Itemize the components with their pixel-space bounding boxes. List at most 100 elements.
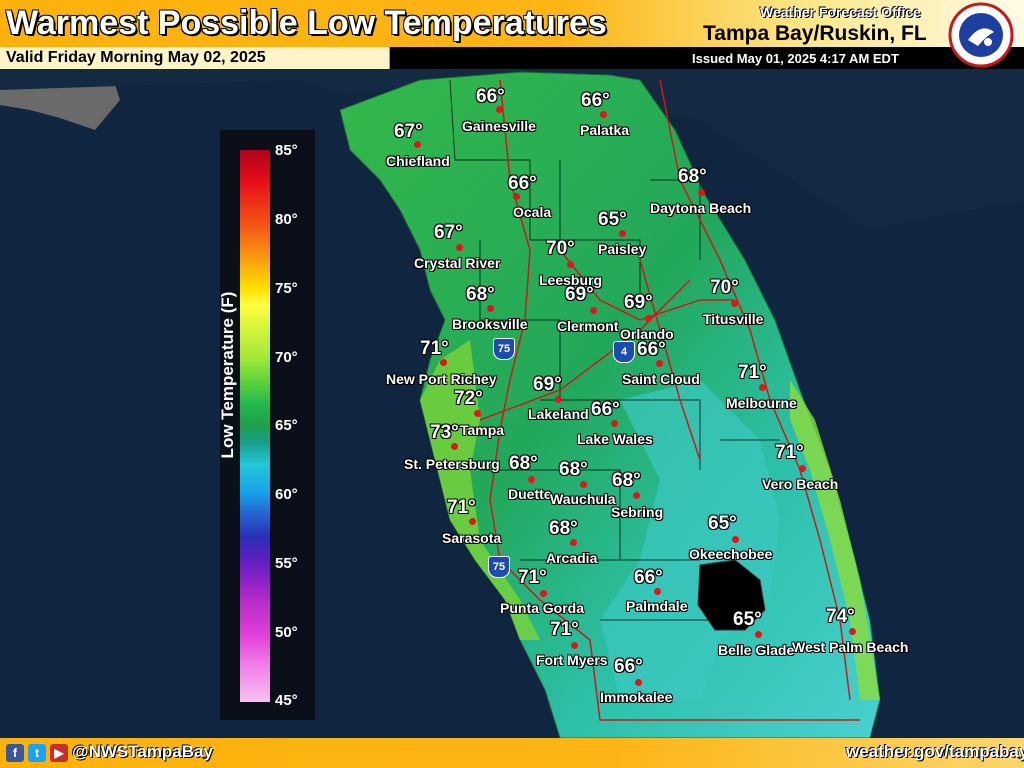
- station-temp-ocala: 66°: [508, 173, 537, 194]
- station-temp-sarasota: 71°: [447, 497, 476, 518]
- station-name-gainesville: Gainesville: [462, 118, 536, 134]
- station-name-wauchula: Wauchula: [550, 491, 616, 507]
- station-marker-duette: [528, 476, 535, 483]
- station-name-new-port-richey: New Port Richey: [386, 371, 497, 387]
- station-marker-leesburg: [567, 261, 574, 268]
- station-name-immokalee: Immokalee: [600, 689, 673, 705]
- office-name: Tampa Bay/Ruskin, FL: [703, 22, 927, 45]
- legend-tick: 60°: [275, 486, 298, 503]
- valid-time: Valid Friday Morning May 02, 2025: [6, 49, 266, 66]
- station-temp-sebring: 68°: [612, 470, 641, 491]
- station-temp-chiefland: 67°: [394, 121, 423, 142]
- station-temp-lake-wales: 66°: [591, 399, 620, 420]
- station-name-paisley: Paisley: [598, 241, 647, 257]
- station-name-belle-glade: Belle Glade: [718, 642, 795, 658]
- station-temp-clermont: 69°: [565, 284, 594, 305]
- station-name-st-petersburg: St. Petersburg: [404, 456, 500, 472]
- station-temp-paisley: 65°: [598, 209, 627, 230]
- florida-map: [0, 69, 1024, 738]
- legend-tick: 75°: [275, 280, 298, 297]
- station-temp-brooksville: 68°: [466, 284, 495, 305]
- station-marker-lakeland: [555, 396, 562, 403]
- station-marker-vero-beach: [799, 465, 806, 472]
- station-name-west-palm-beach: West Palm Beach: [792, 639, 909, 655]
- station-name-vero-beach: Vero Beach: [762, 476, 839, 492]
- legend-tick: 80°: [275, 211, 298, 228]
- legend-tick: 85°: [275, 142, 298, 159]
- station-name-crystal-river: Crystal River: [414, 255, 501, 271]
- station-marker-sebring: [633, 492, 640, 499]
- office-label: Weather Forecast Office: [760, 4, 921, 20]
- station-marker-okeechobee: [732, 536, 739, 543]
- facebook-icon[interactable]: f: [6, 744, 24, 762]
- station-temp-titusville: 70°: [710, 277, 739, 298]
- station-temp-melbourne: 71°: [738, 362, 767, 383]
- nws-logo: [948, 2, 1014, 68]
- legend-colorbar: [240, 150, 270, 702]
- station-temp-new-port-richey: 71°: [420, 338, 449, 359]
- station-marker-brooksville: [487, 305, 494, 312]
- station-temp-belle-glade: 65°: [733, 609, 762, 630]
- youtube-icon[interactable]: ▶: [50, 744, 68, 762]
- interstate-75-shield: 75: [488, 556, 510, 578]
- station-marker-st-petersburg: [451, 443, 458, 450]
- station-marker-fort-myers: [571, 642, 578, 649]
- station-name-brooksville: Brooksville: [452, 316, 528, 332]
- station-marker-belle-glade: [755, 631, 762, 638]
- website-link[interactable]: weather.gov/tampabay: [846, 742, 1024, 761]
- interstate-75-shield: 75: [493, 338, 515, 360]
- station-name-leesburg: Leesburg: [539, 272, 603, 288]
- social-handle[interactable]: @NWSTampaBay: [72, 742, 213, 761]
- legend-tick: 65°: [275, 417, 298, 434]
- issued-time: Issued May 01, 2025 4:17 AM EDT: [692, 51, 899, 66]
- station-marker-titusville: [731, 300, 738, 307]
- station-name-okeechobee: Okeechobee: [689, 546, 773, 562]
- legend-tick: 70°: [275, 349, 298, 366]
- station-temp-wauchula: 68°: [559, 459, 588, 480]
- station-name-palatka: Palatka: [580, 122, 630, 138]
- station-temp-lakeland: 69°: [533, 374, 562, 395]
- station-name-clermont: Clermont: [557, 318, 619, 334]
- legend-tick: 45°: [275, 692, 298, 709]
- station-marker-ocala: [513, 193, 520, 200]
- station-name-orlando: Orlando: [620, 326, 674, 342]
- station-temp-okeechobee: 65°: [708, 513, 737, 534]
- station-temp-daytona-beach: 68°: [678, 166, 707, 187]
- station-marker-chiefland: [414, 141, 421, 148]
- station-name-punta-gorda: Punta Gorda: [500, 600, 585, 616]
- station-marker-lake-wales: [611, 420, 618, 427]
- station-name-chiefland: Chiefland: [386, 153, 450, 169]
- legend-tick: 50°: [275, 624, 298, 641]
- station-marker-paisley: [619, 230, 626, 237]
- station-name-melbourne: Melbourne: [726, 395, 797, 411]
- station-name-titusville: Titusville: [703, 311, 764, 327]
- twitter-icon[interactable]: t: [28, 744, 46, 762]
- station-name-arcadia: Arcadia: [546, 550, 598, 566]
- station-name-fort-myers: Fort Myers: [536, 652, 608, 668]
- station-marker-west-palm-beach: [849, 628, 856, 635]
- station-name-lakeland: Lakeland: [528, 406, 589, 422]
- station-temp-duette: 68°: [509, 453, 538, 474]
- station-temp-st-petersburg: 73°: [430, 422, 459, 443]
- subheader-bar: [0, 47, 1024, 69]
- station-name-duette: Duette: [508, 486, 552, 502]
- station-marker-immokalee: [635, 679, 642, 686]
- header-bar: [0, 0, 1024, 47]
- station-marker-punta-gorda: [540, 590, 547, 597]
- station-marker-orlando: [645, 315, 652, 322]
- station-temp-fort-myers: 71°: [550, 619, 579, 640]
- station-marker-palmdale: [654, 588, 661, 595]
- interstate-4-shield: 4: [613, 341, 635, 363]
- station-marker-clermont: [590, 307, 597, 314]
- station-marker-crystal-river: [456, 244, 463, 251]
- station-temp-palmdale: 66°: [634, 567, 663, 588]
- station-temp-punta-gorda: 71°: [518, 567, 547, 588]
- station-marker-melbourne: [759, 384, 766, 391]
- station-temp-leesburg: 70°: [546, 238, 575, 259]
- station-temp-west-palm-beach: 74°: [826, 606, 855, 627]
- station-marker-tampa: [474, 410, 481, 417]
- station-marker-gainesville: [496, 106, 503, 113]
- station-temp-arcadia: 68°: [549, 518, 578, 539]
- station-name-saint-cloud: Saint Cloud: [622, 371, 700, 387]
- station-name-lake-wales: Lake Wales: [577, 431, 653, 447]
